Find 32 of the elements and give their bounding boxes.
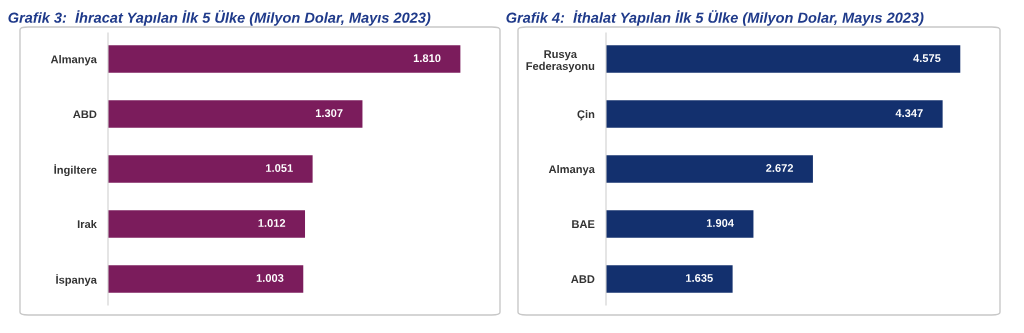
data-label: 2.672 bbox=[766, 164, 794, 172]
chart-title: Grafik 3: İhracat Yapılan İlk 5 Ülke (Milyon Dolar, Mayıs 2023) bbox=[8, 10, 431, 26]
data-label: 4.347 bbox=[895, 109, 923, 118]
data-label: 1.810 bbox=[413, 54, 441, 63]
y-tick-label: Rusya Federasyonu bbox=[526, 50, 595, 73]
bar bbox=[606, 155, 813, 183]
data-label: 1.904 bbox=[706, 219, 734, 227]
y-tick-label: BAE bbox=[572, 220, 595, 228]
y-tick-label: ABD bbox=[73, 110, 97, 119]
bar bbox=[606, 210, 754, 238]
bar bbox=[108, 100, 363, 128]
bar bbox=[108, 155, 313, 183]
data-label: 4.575 bbox=[913, 54, 941, 63]
bar bbox=[108, 210, 306, 238]
data-label: 1.051 bbox=[266, 164, 293, 172]
y-tick-label: Irak bbox=[77, 219, 97, 229]
data-label: 1.307 bbox=[315, 109, 343, 118]
bar bbox=[108, 45, 461, 73]
chart-title: Grafik 4: İthalat Yapılan İlk 5 Ülke (Milyon Dolar, Mayıs 2023) bbox=[506, 10, 924, 26]
y-tick-label: Almanya bbox=[548, 164, 595, 176]
bar bbox=[606, 45, 961, 73]
y-tick-label: Almanya bbox=[50, 55, 97, 66]
data-label: 1.635 bbox=[686, 274, 713, 282]
y-tick-label: ABD bbox=[571, 275, 595, 283]
y-tick-label: Çin bbox=[577, 110, 595, 121]
y-tick-label: İngiltere bbox=[54, 164, 97, 177]
bar bbox=[606, 265, 733, 293]
y-tick-label: İspanya bbox=[56, 274, 97, 286]
bar bbox=[606, 100, 943, 128]
data-label: 1.003 bbox=[256, 274, 284, 282]
data-label: 1.012 bbox=[258, 219, 286, 227]
bar bbox=[108, 265, 304, 293]
